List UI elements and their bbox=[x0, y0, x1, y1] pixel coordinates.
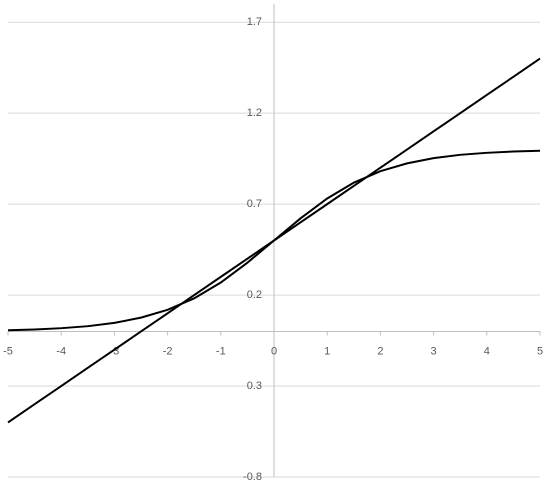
y-tick-label: -0.8 bbox=[243, 471, 262, 480]
x-tick-label: 5 bbox=[537, 345, 543, 357]
series-line bbox=[7, 57, 541, 424]
x-tick-label: -5 bbox=[3, 345, 13, 357]
x-tick-label: 3 bbox=[431, 345, 437, 357]
x-tick-label: -4 bbox=[56, 345, 66, 357]
x-tick-label: 4 bbox=[484, 345, 490, 357]
x-tick-label: -2 bbox=[163, 345, 173, 357]
x-tick-label: -1 bbox=[216, 345, 226, 357]
y-tick-label: 0.7 bbox=[247, 198, 262, 210]
y-tick-label: 0.2 bbox=[247, 289, 262, 301]
y-tick-label: 1.2 bbox=[247, 107, 262, 119]
x-tick-label: -3 bbox=[110, 345, 120, 357]
x-tick-label: 1 bbox=[324, 345, 330, 357]
x-tick-label: 0 bbox=[271, 345, 277, 357]
y-tick-label: 0.3 bbox=[247, 380, 262, 392]
y-tick-label: 1.7 bbox=[247, 16, 262, 28]
x-tick-label: 2 bbox=[377, 345, 383, 357]
